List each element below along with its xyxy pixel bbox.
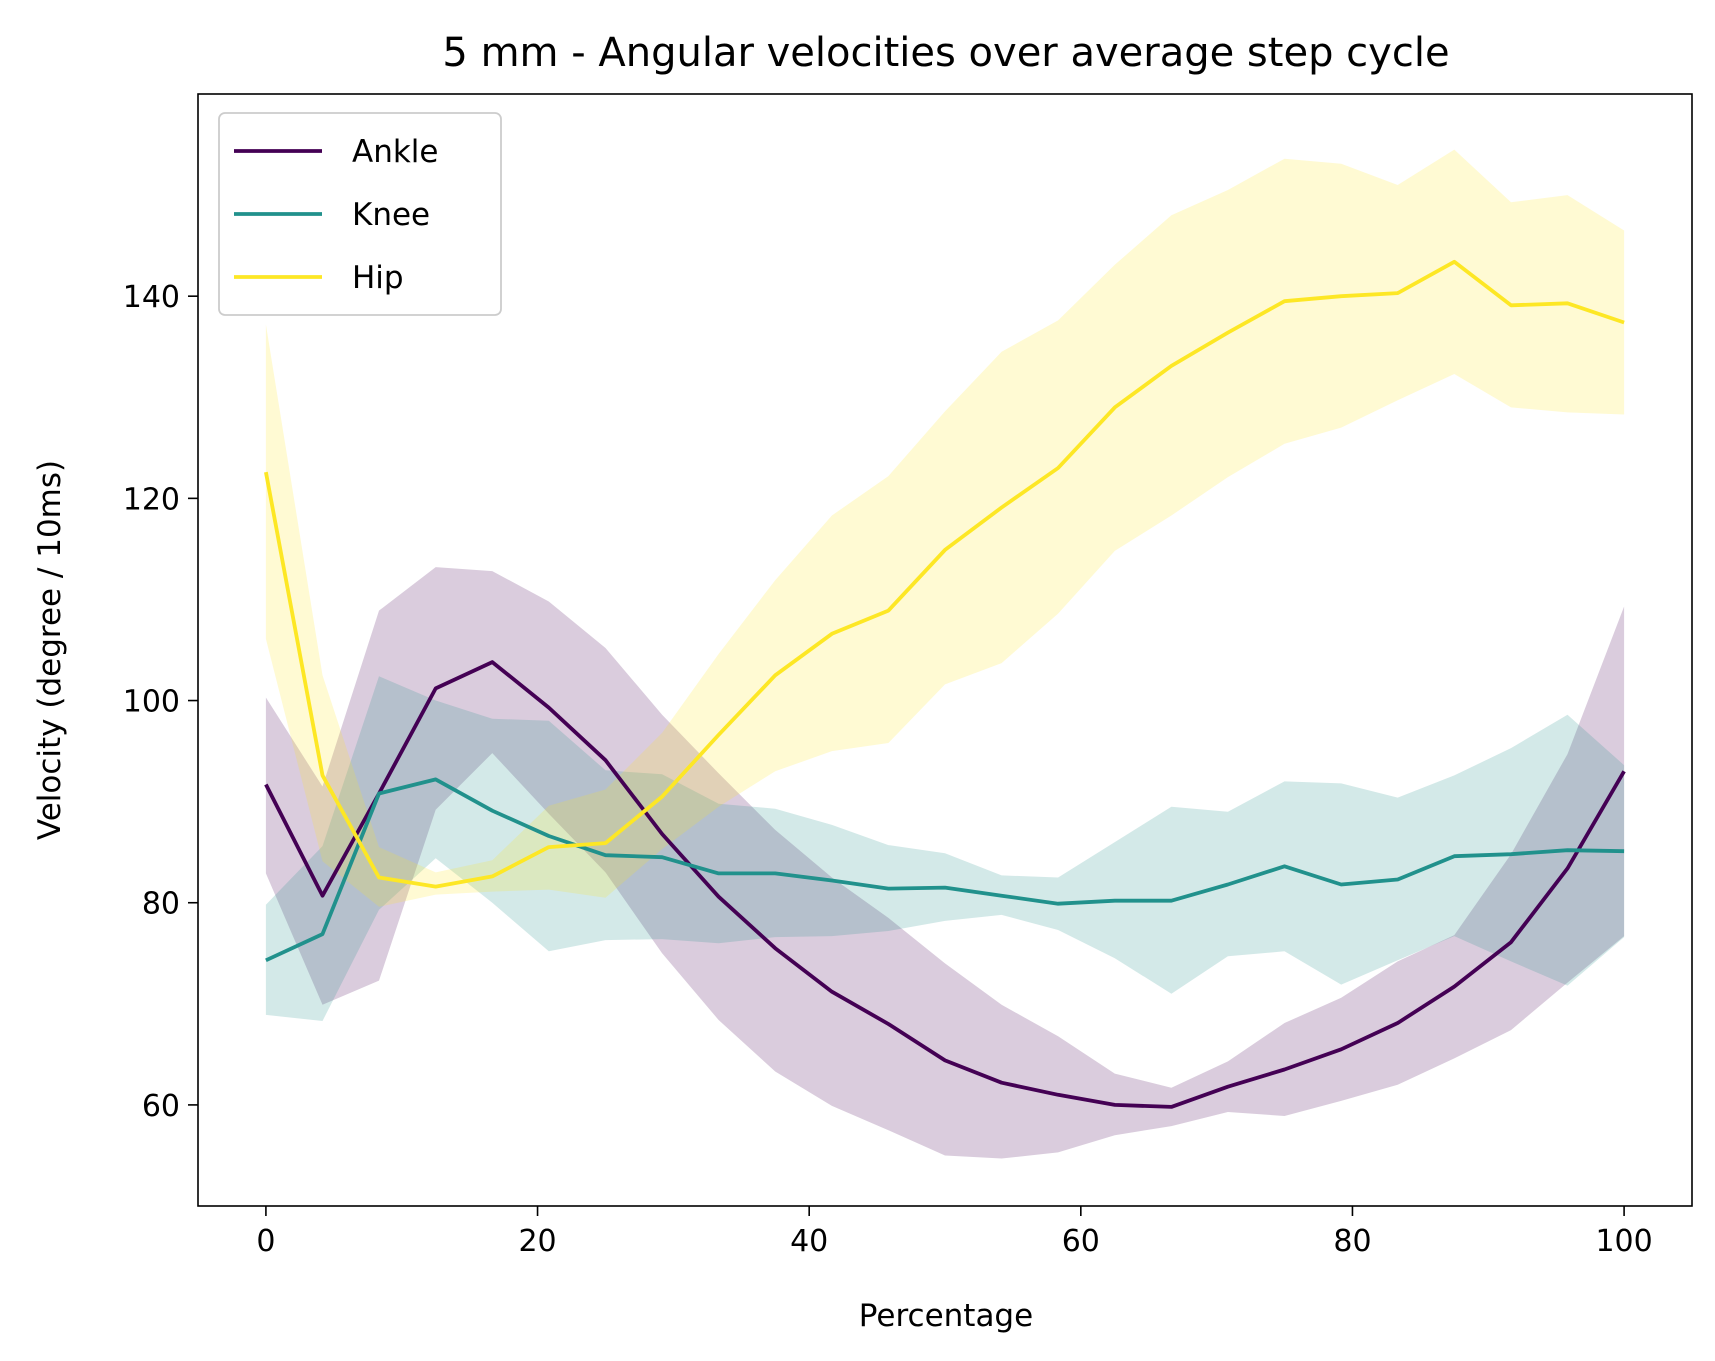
x-tick-label: 80 <box>1333 1224 1371 1259</box>
y-tick-label: 80 <box>142 887 180 922</box>
legend-label-hip: Hip <box>352 260 404 296</box>
legend-label-knee: Knee <box>352 197 430 233</box>
knee-series-line <box>265 777 1625 963</box>
legend-label-ankle: Ankle <box>352 134 439 170</box>
x-tick-label: 20 <box>518 1224 556 1259</box>
ankle-confidence-band <box>265 567 1625 1159</box>
x-tick-label: 60 <box>1062 1224 1100 1259</box>
y-tick-label: 60 <box>142 1089 180 1124</box>
hip-confidence-band <box>265 149 1625 907</box>
plot-area <box>264 149 1626 1159</box>
x-tick-label: 0 <box>256 1224 275 1259</box>
x-tick-label: 100 <box>1595 1224 1652 1259</box>
axis-ticks: 0 20 40 60 80 100 60 80 100 120 140 <box>123 280 1653 1259</box>
axes-frame <box>197 93 1693 1207</box>
y-axis-label: Velocity (degree / 10ms) <box>32 460 68 840</box>
y-tick-label: 140 <box>123 280 180 315</box>
ankle-series-line <box>264 660 1626 1109</box>
legend-box <box>218 112 502 316</box>
y-tick-label: 100 <box>123 685 180 720</box>
y-tick-label: 120 <box>123 482 180 517</box>
x-axis-label: Percentage <box>859 1298 1033 1334</box>
legend: Ankle Knee Hip <box>218 112 502 316</box>
hip-series-line <box>264 259 1625 889</box>
x-tick-label: 40 <box>790 1224 828 1259</box>
chart-title: 5 mm - Angular velocities over average s… <box>442 30 1449 76</box>
knee-confidence-band <box>265 676 1625 1021</box>
